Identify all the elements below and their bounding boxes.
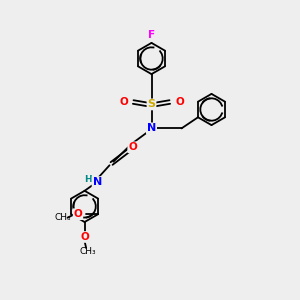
Text: N: N [147, 123, 156, 134]
Text: O: O [119, 97, 128, 107]
Text: O: O [175, 97, 184, 107]
Text: S: S [148, 99, 155, 110]
Text: H: H [84, 175, 92, 184]
Text: CH₃: CH₃ [79, 248, 96, 256]
Text: O: O [128, 142, 137, 152]
Text: CH₃: CH₃ [55, 213, 71, 222]
Text: O: O [74, 209, 82, 219]
Text: F: F [148, 29, 155, 40]
Text: N: N [93, 177, 102, 187]
Text: O: O [80, 232, 89, 242]
